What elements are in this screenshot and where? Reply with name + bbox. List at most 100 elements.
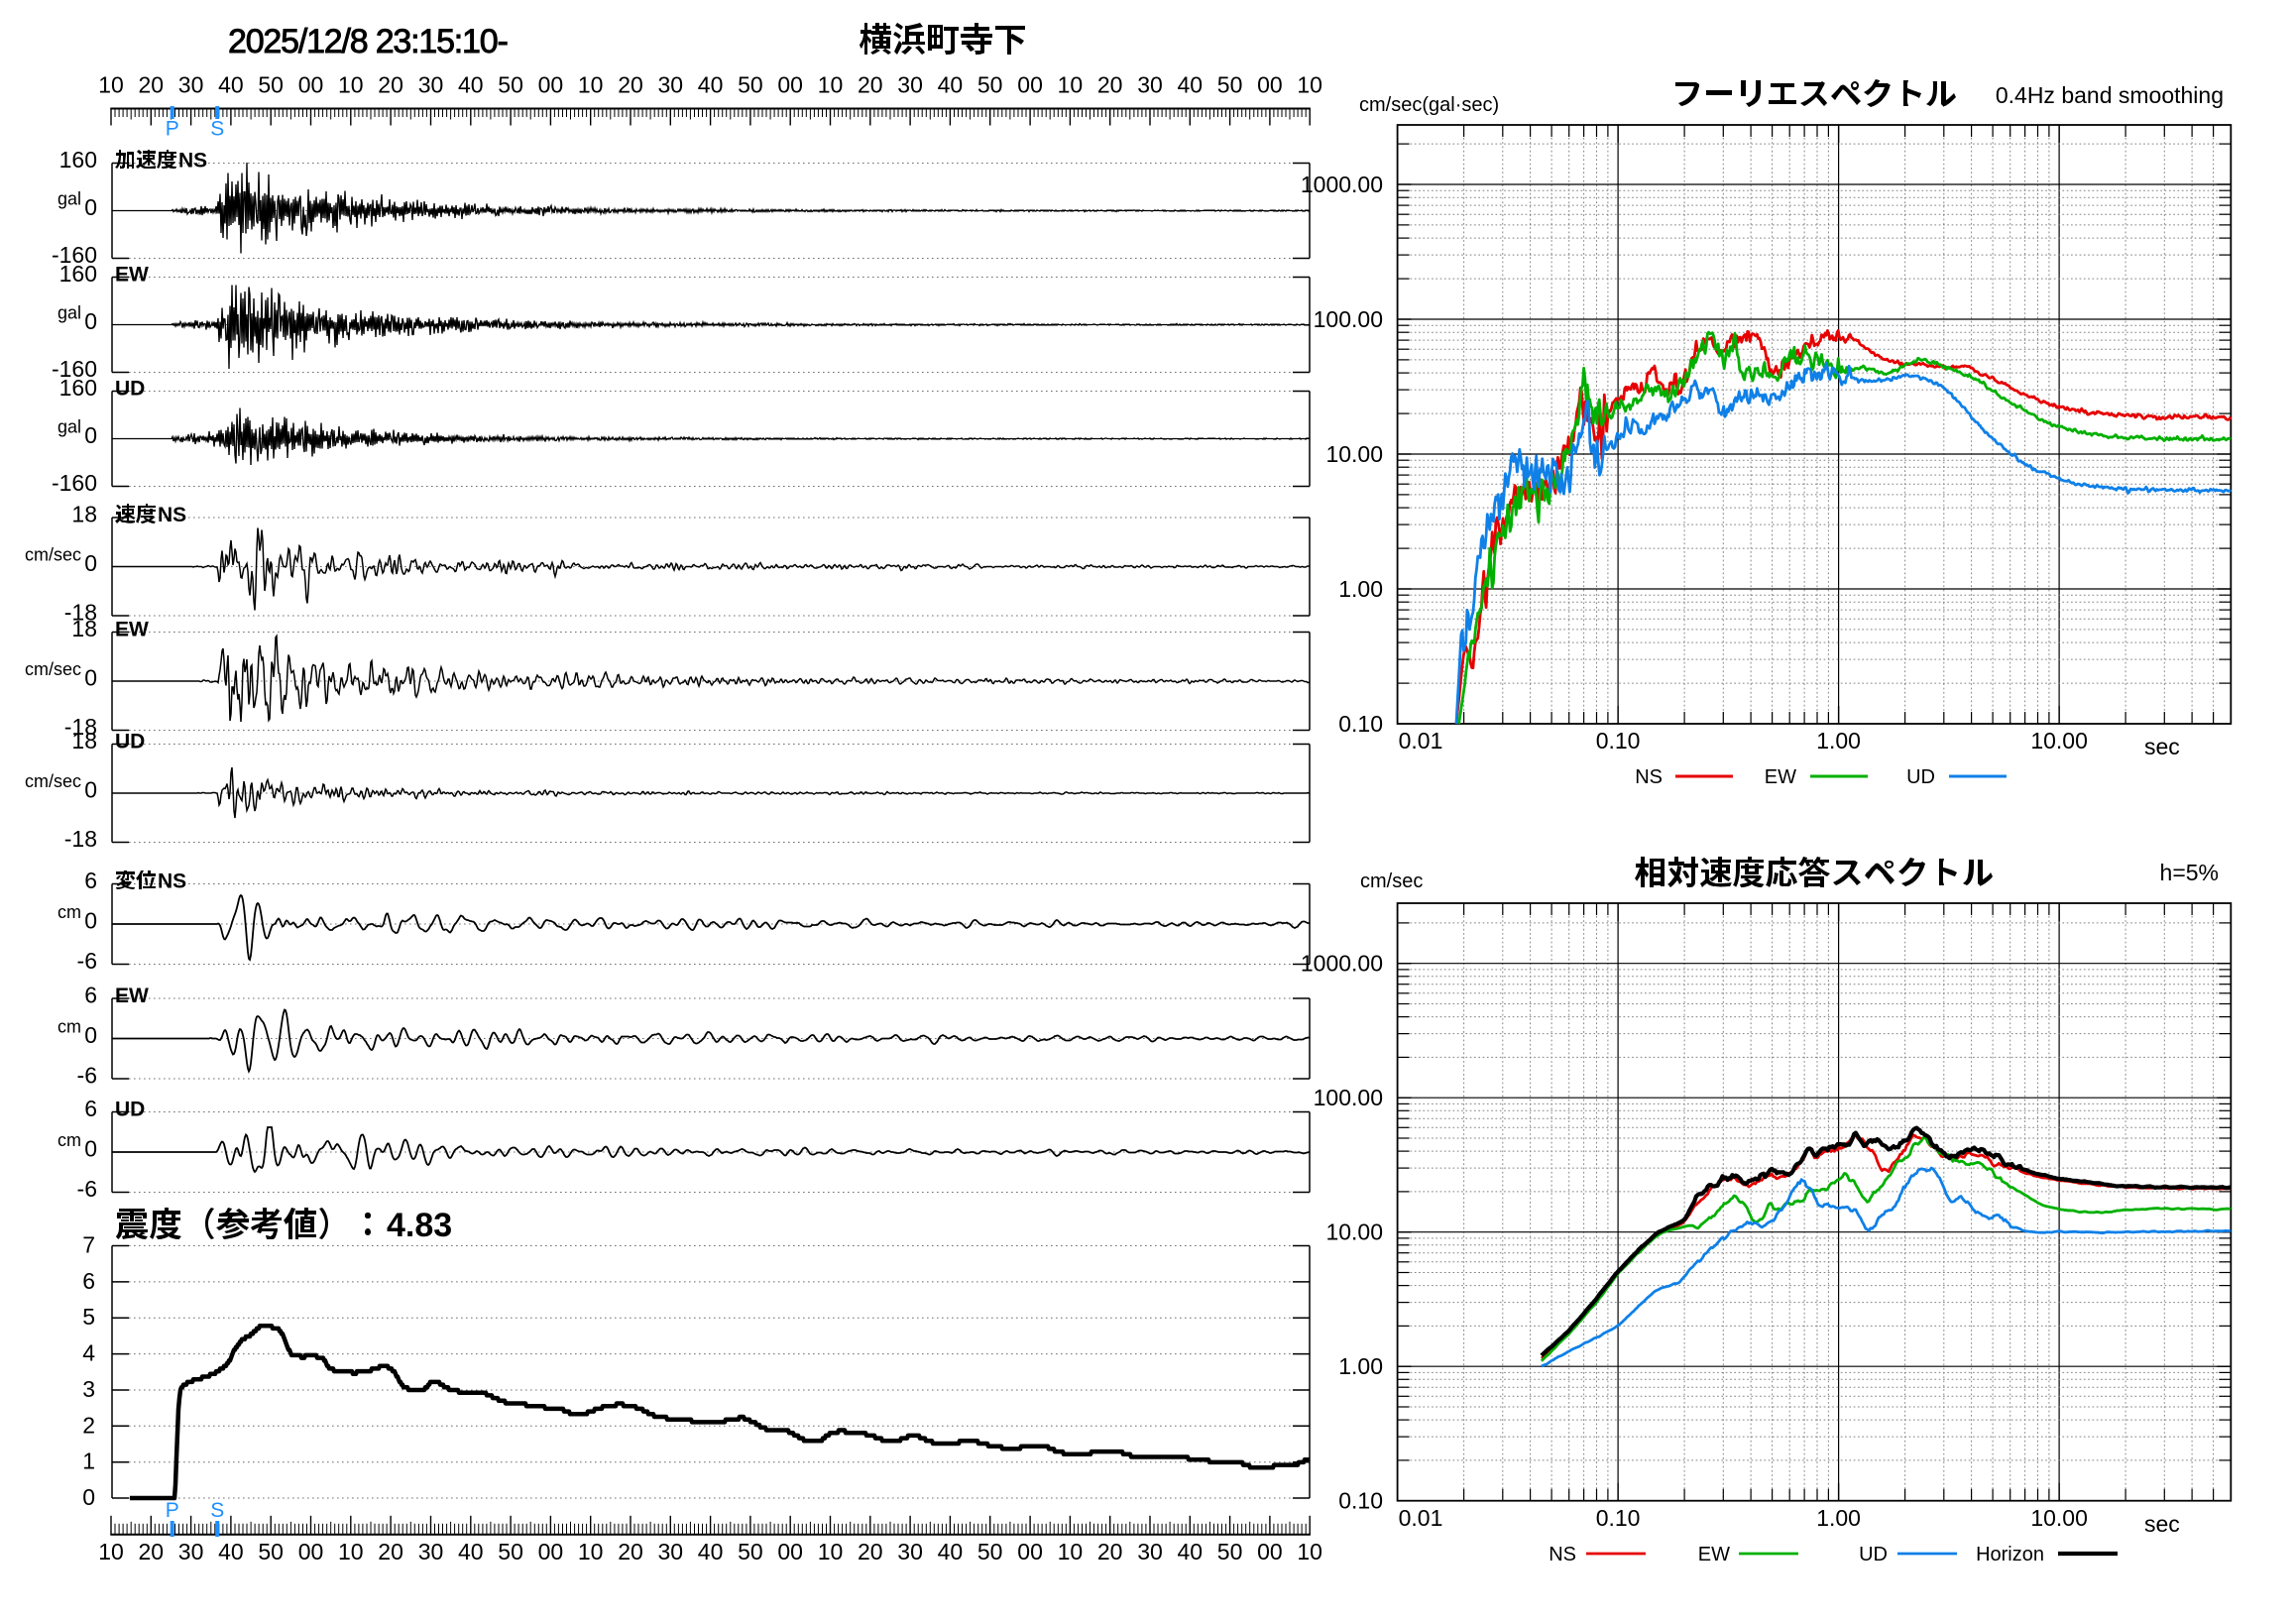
svg-text:4.83: 4.83	[387, 1207, 452, 1244]
svg-text:S: S	[210, 118, 224, 141]
svg-text:100.00: 100.00	[1314, 1085, 1383, 1110]
svg-text:50: 50	[738, 72, 763, 98]
svg-text:00: 00	[538, 1539, 564, 1565]
svg-text:10.00: 10.00	[1325, 1219, 1383, 1245]
svg-text:50: 50	[498, 1539, 523, 1565]
svg-text:-6: -6	[77, 1176, 97, 1202]
svg-text:-18: -18	[64, 826, 97, 852]
svg-text:1000.00: 1000.00	[1301, 951, 1383, 977]
svg-text:20: 20	[1097, 72, 1123, 98]
svg-text:6: 6	[84, 1096, 97, 1121]
svg-text:0: 0	[84, 777, 97, 803]
svg-text:50: 50	[1217, 72, 1243, 98]
svg-text:30: 30	[1137, 1539, 1163, 1565]
svg-text:10: 10	[578, 1539, 604, 1565]
svg-text:1.00: 1.00	[1338, 576, 1383, 602]
svg-text:0.10: 0.10	[1596, 728, 1641, 754]
svg-text:-6: -6	[77, 1063, 97, 1089]
svg-text:50: 50	[1217, 1539, 1243, 1565]
svg-text:40: 40	[1178, 72, 1204, 98]
svg-text:0: 0	[84, 550, 97, 576]
svg-text:NS: NS	[158, 504, 186, 526]
svg-text:2: 2	[82, 1412, 95, 1438]
svg-text:00: 00	[538, 72, 564, 98]
svg-text:gal: gal	[57, 189, 81, 209]
svg-text:50: 50	[977, 1539, 1003, 1565]
svg-text:00: 00	[298, 72, 324, 98]
svg-text:00: 00	[1017, 1539, 1043, 1565]
svg-text:0.10: 0.10	[1338, 711, 1383, 737]
svg-text:cm: cm	[57, 1130, 81, 1150]
svg-text:30: 30	[897, 1539, 923, 1565]
svg-text:160: 160	[59, 375, 97, 401]
svg-text:0: 0	[84, 665, 97, 691]
svg-text:S: S	[210, 1499, 224, 1522]
svg-text:4: 4	[82, 1340, 95, 1366]
svg-text:0.01: 0.01	[1399, 1505, 1443, 1531]
svg-text:0.10: 0.10	[1338, 1488, 1383, 1514]
svg-text:00: 00	[777, 1539, 803, 1565]
svg-text:sec: sec	[2144, 734, 2180, 759]
svg-text:30: 30	[658, 72, 684, 98]
svg-text:160: 160	[59, 261, 97, 287]
svg-text:UD: UD	[115, 378, 145, 401]
svg-text:5: 5	[82, 1304, 95, 1330]
svg-text:20: 20	[378, 72, 403, 98]
svg-text:UD: UD	[1859, 1544, 1888, 1565]
svg-text:10.00: 10.00	[2030, 1505, 2088, 1531]
svg-text:0: 0	[84, 1022, 97, 1048]
svg-text:cm: cm	[57, 1017, 81, 1037]
svg-text:7: 7	[82, 1232, 95, 1258]
svg-text:20: 20	[858, 1539, 883, 1565]
svg-text:50: 50	[738, 1539, 763, 1565]
svg-text:50: 50	[977, 72, 1003, 98]
svg-text:00: 00	[1257, 1539, 1283, 1565]
svg-text:00: 00	[777, 72, 803, 98]
svg-text:0: 0	[84, 1136, 97, 1162]
svg-text:20: 20	[618, 1539, 643, 1565]
svg-text:10: 10	[1058, 1539, 1084, 1565]
svg-text:2025/12/8 23:15:10-: 2025/12/8 23:15:10-	[228, 23, 508, 60]
svg-text:P: P	[166, 1499, 179, 1522]
svg-text:gal: gal	[57, 303, 81, 323]
svg-text:40: 40	[938, 1539, 964, 1565]
svg-text:50: 50	[498, 72, 523, 98]
svg-text:0.4Hz band smoothing: 0.4Hz band smoothing	[1996, 82, 2224, 108]
svg-text:NS: NS	[178, 150, 207, 173]
svg-text:6: 6	[84, 983, 97, 1008]
svg-text:cm/sec: cm/sec	[25, 545, 81, 565]
svg-text:cm/sec: cm/sec	[1360, 870, 1423, 892]
svg-text:1.00: 1.00	[1338, 1353, 1383, 1379]
svg-text:0.10: 0.10	[1596, 1505, 1641, 1531]
svg-text:-160: -160	[52, 470, 97, 496]
svg-text:50: 50	[258, 72, 284, 98]
svg-text:10.00: 10.00	[2030, 728, 2088, 754]
svg-text:30: 30	[178, 72, 204, 98]
svg-text:NS: NS	[158, 870, 186, 893]
svg-text:10: 10	[338, 72, 364, 98]
svg-text:3: 3	[82, 1376, 95, 1402]
svg-text:20: 20	[378, 1539, 403, 1565]
svg-text:cm/sec: cm/sec	[25, 659, 81, 679]
svg-text:-160: -160	[52, 356, 97, 382]
svg-text:EW: EW	[115, 985, 149, 1007]
svg-text:cm/sec(gal·sec): cm/sec(gal·sec)	[1359, 94, 1499, 116]
svg-text:UD: UD	[115, 1099, 145, 1121]
svg-text:20: 20	[858, 72, 883, 98]
svg-text:UD: UD	[1906, 766, 1935, 788]
svg-text:20: 20	[139, 1539, 165, 1565]
svg-text:30: 30	[418, 1539, 444, 1565]
svg-text:cm: cm	[57, 902, 81, 922]
svg-text:-6: -6	[77, 948, 97, 974]
svg-text:6: 6	[82, 1268, 95, 1294]
svg-text:100.00: 100.00	[1314, 306, 1383, 332]
svg-text:30: 30	[178, 1539, 204, 1565]
svg-text:0: 0	[84, 422, 97, 448]
svg-text:40: 40	[218, 1539, 244, 1565]
svg-text:1.00: 1.00	[1816, 728, 1861, 754]
svg-text:P: P	[166, 118, 179, 141]
svg-text:10: 10	[818, 72, 844, 98]
svg-text:0: 0	[84, 308, 97, 334]
svg-text:0.01: 0.01	[1399, 728, 1443, 754]
svg-text:00: 00	[1257, 72, 1283, 98]
